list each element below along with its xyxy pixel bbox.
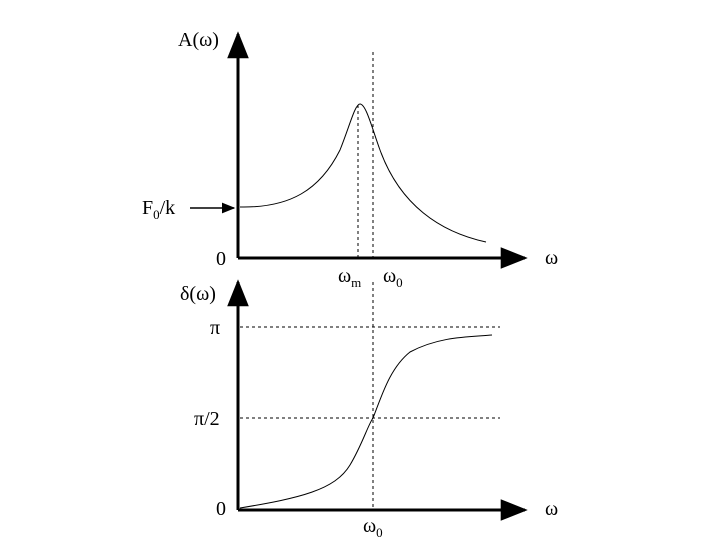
upper-origin-label: 0	[216, 248, 226, 270]
phase-curve	[239, 334, 493, 509]
omega-0-tick-label-lower: ω0	[363, 515, 383, 540]
amplitude-plot: A(ω) 0 ω F0/k ωm ω0	[142, 29, 558, 290]
phase-plot: δ(ω) π π/2 0 ω ω0	[180, 279, 558, 540]
amplitude-curve	[239, 103, 487, 243]
lower-origin-label: 0	[216, 498, 226, 520]
f0k-label: F0/k	[142, 197, 175, 222]
phase-y-axis-label: δ(ω)	[180, 283, 216, 305]
upper-x-axis-label: ω	[545, 247, 558, 269]
pi-half-tick-label: π/2	[194, 408, 220, 430]
pi-tick-label: π	[210, 317, 220, 339]
omega-0-tick-label-upper: ω0	[383, 265, 403, 290]
lower-x-axis-label: ω	[545, 498, 558, 520]
amplitude-y-axis-label: A(ω)	[178, 29, 219, 51]
omega-m-tick-label: ωm	[338, 265, 361, 290]
